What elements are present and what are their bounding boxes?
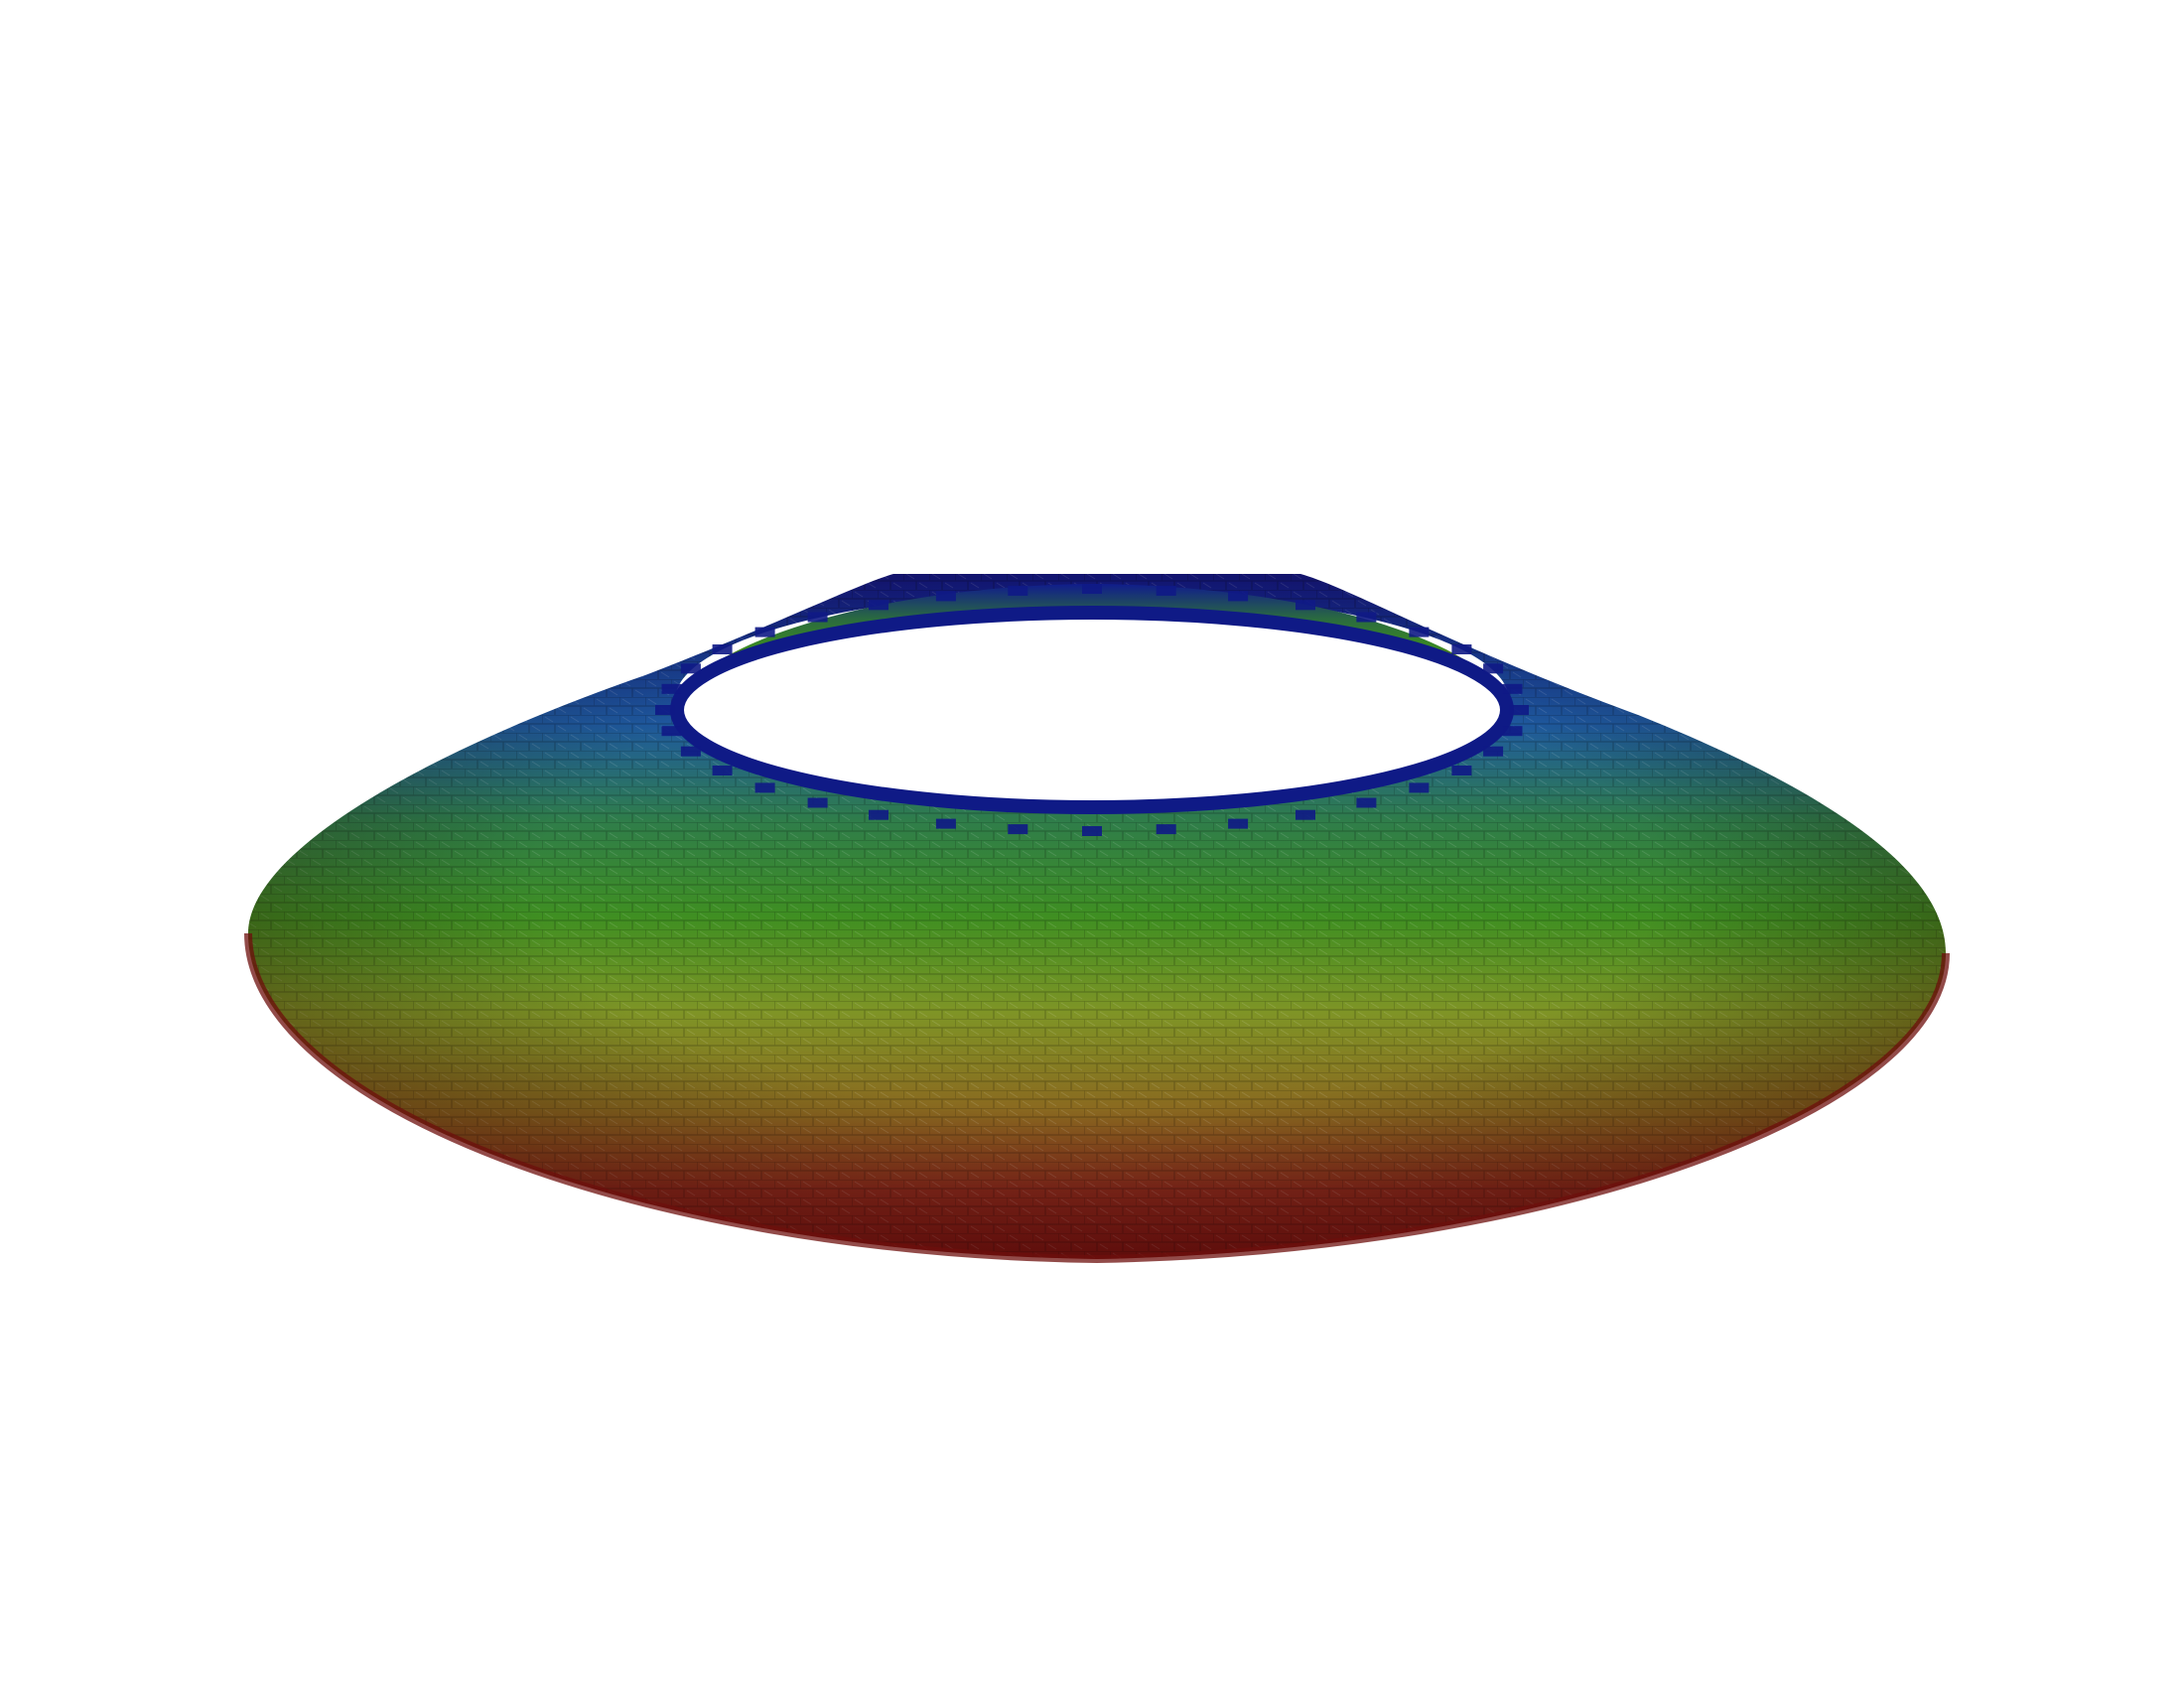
rim-notch [869,600,888,611]
rim-notch [712,766,733,775]
rim-notch [1008,824,1028,835]
rim-notch [1409,782,1430,793]
inner-edge [670,606,1514,814]
rim-notch [1451,644,1472,654]
rim-notch [1296,600,1315,611]
rim-notch [935,818,956,829]
rim-notch [1156,824,1176,835]
rim-notch [1409,627,1430,637]
rim-notch [1082,584,1102,594]
rim-notch [1502,683,1523,694]
rim-notch [1008,585,1028,596]
rim-notch [869,809,888,820]
rim-notches [655,584,1529,836]
rim-notch [1156,585,1176,596]
rim-notch [1509,705,1529,715]
rim-notch [1483,663,1504,674]
rim-notch [754,627,775,637]
rim-notch [807,612,828,623]
rim-notch [1356,612,1377,623]
rim-notch [754,782,775,793]
rim-notch [680,663,701,674]
rim-notch [1228,591,1249,602]
rim-notch [1228,818,1249,829]
rim-notch [935,591,956,602]
rim-notch [1451,766,1472,775]
outer-edge [244,932,1950,1264]
rim-notch [1082,826,1102,836]
rim-notch [661,683,682,694]
rim-notch [1296,809,1315,820]
rim-notch [1356,797,1377,808]
rim-notch [712,644,733,654]
rim-notch [807,797,828,808]
rim-notch [655,705,675,715]
rim-notch [661,726,682,737]
inner-rim [670,584,1514,814]
dome-body [248,574,1946,1259]
inner-hole [677,613,1507,807]
rim-notch [680,746,701,757]
rim-notch [1502,726,1523,737]
rim-notch [1483,746,1504,757]
